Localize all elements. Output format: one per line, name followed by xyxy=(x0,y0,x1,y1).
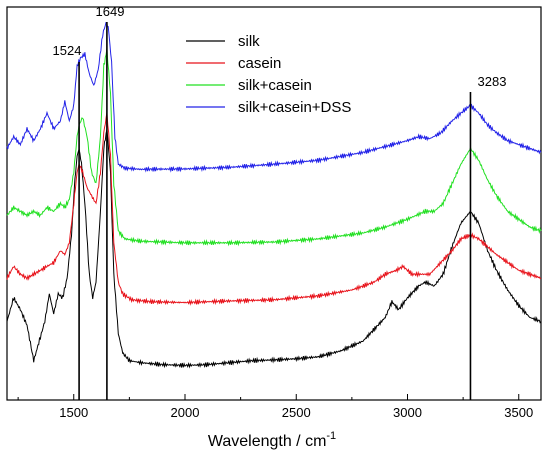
x-axis-title-superscript: -1 xyxy=(326,430,336,442)
x-tick-label-2500: 2500 xyxy=(282,405,311,420)
series-line-silk xyxy=(6,129,542,369)
plot-frame xyxy=(6,6,542,401)
x-tick-label-1500: 1500 xyxy=(59,405,88,420)
reference-lines-layer: 1524 1649 3283 xyxy=(53,4,507,400)
x-ticks-layer: 1500 2000 2500 3000 3500 xyxy=(17,394,533,420)
x-axis-title: Wavelength / cm-1 xyxy=(208,430,336,450)
series-line-silk-casein-dss xyxy=(6,21,542,173)
x-tick-label-2000: 2000 xyxy=(171,405,200,420)
x-tick-label-3000: 3000 xyxy=(393,405,422,420)
series-layer xyxy=(6,21,542,369)
peak-label-1649: 1649 xyxy=(96,4,125,19)
legend: silk casein silk+casein silk+casein+DSS xyxy=(186,33,351,116)
series-line-casein xyxy=(6,112,542,306)
legend-label-silk-casein-dss: silk+casein+DSS xyxy=(238,99,351,116)
legend-label-silk: silk xyxy=(238,33,260,50)
x-axis-title-text: Wavelength / cm xyxy=(208,433,327,450)
peak-label-3283: 3283 xyxy=(478,74,507,89)
x-tick-label-3500: 3500 xyxy=(504,405,533,420)
peak-label-1524: 1524 xyxy=(53,43,82,58)
series-line-silk-casein xyxy=(6,48,542,247)
legend-label-silk-casein: silk+casein xyxy=(238,77,312,94)
legend-label-casein: casein xyxy=(238,55,281,72)
